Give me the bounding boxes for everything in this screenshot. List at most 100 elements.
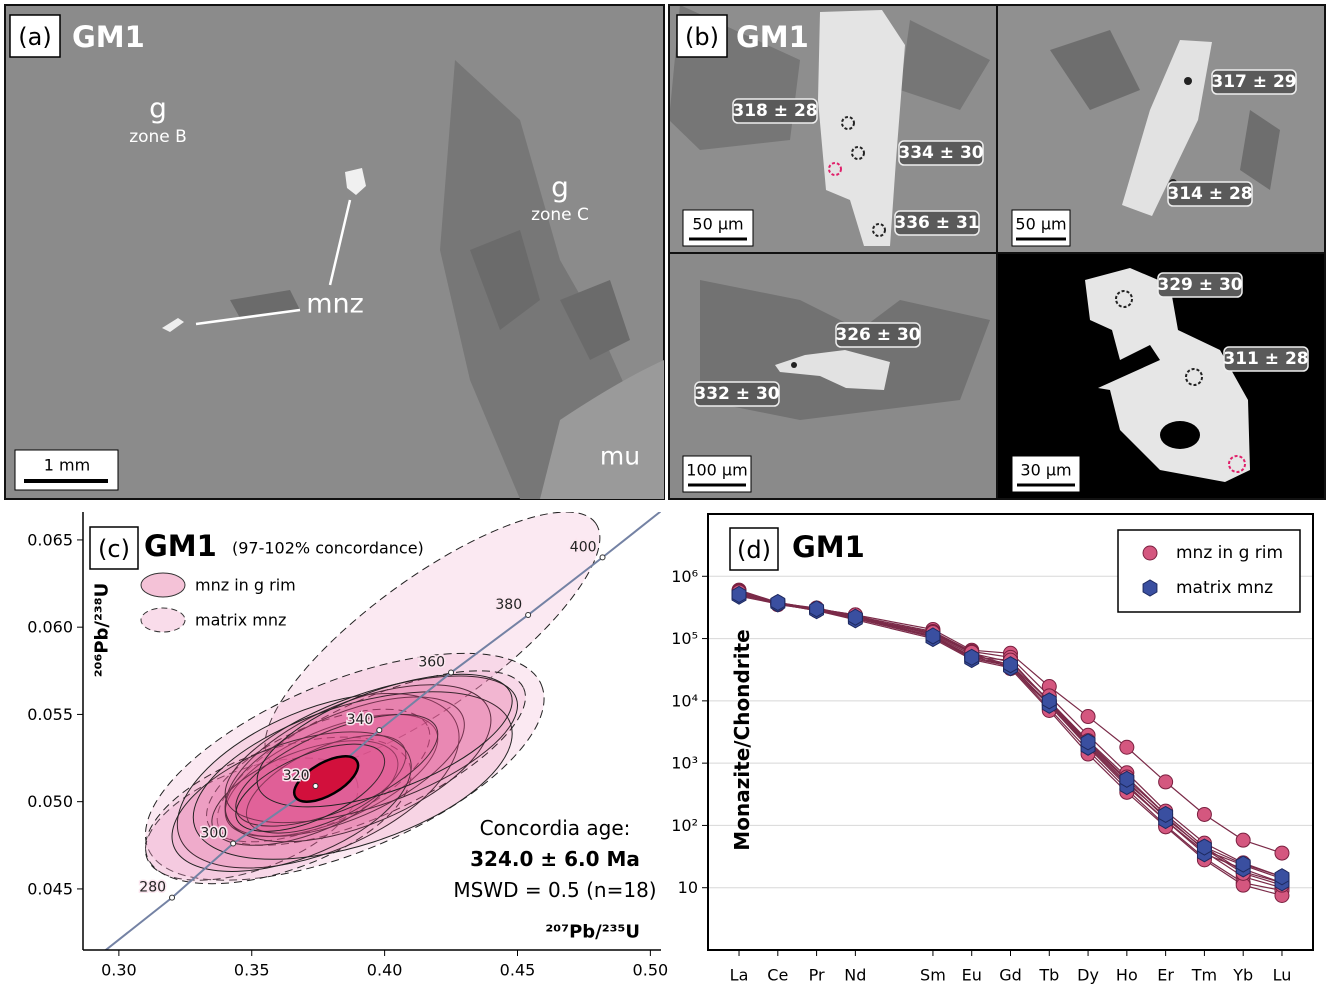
x-tick-label: La: [730, 966, 749, 985]
x-tick-label: 0.30: [101, 961, 137, 980]
legend-symbol: [1142, 545, 1158, 561]
age-marker: [525, 611, 532, 618]
panel-a: (a) GM1 g zone B g zone C mnz mu 1 mm: [4, 4, 665, 500]
annotation: MSWD = 0.5 (n=18): [453, 878, 656, 902]
x-tick-label: Tm: [1191, 966, 1217, 985]
age-tick-label: 380: [495, 597, 522, 613]
concordia-extension: [104, 896, 173, 950]
y-tick-label: 10⁴: [671, 691, 698, 710]
chart-title: GM1: [144, 529, 217, 563]
x-tick-label: Lu: [1273, 966, 1292, 985]
scale-bar: 50 µm: [682, 209, 754, 247]
age-text: 334 ± 30: [898, 143, 983, 163]
spot: [1228, 455, 1246, 473]
age-box: [835, 322, 921, 348]
annotation: zone B: [129, 127, 187, 147]
age-text: 314 ± 28: [1167, 184, 1252, 204]
age-marker: [312, 782, 319, 789]
age-marker: [169, 894, 176, 901]
darker-region: [440, 60, 664, 499]
age-tick-label: 320: [283, 768, 310, 784]
scale-label: 50 µm: [692, 215, 743, 234]
data-point: [1158, 805, 1174, 824]
panel-b: (b) GM1 318 ± 28 334 ± 30 336 ± 31 317 ±…: [668, 4, 1326, 500]
age-label: 334 ± 30: [898, 140, 984, 166]
x-tick-label: Sm: [920, 966, 946, 985]
spots: [828, 116, 1246, 473]
age-label: 336 ± 31: [894, 210, 980, 236]
x-tick-label: Nd: [844, 966, 866, 985]
x-tick-label: Yb: [1232, 966, 1253, 985]
y-tick-label: 0.060: [27, 618, 73, 637]
data-point: [1235, 855, 1251, 873]
age-text: 318 ± 28: [732, 101, 817, 121]
label-box: [89, 526, 139, 570]
age-text: 317 ± 29: [1211, 72, 1296, 92]
legend-label: mnz in g rim: [195, 576, 296, 595]
panel-label: (a): [18, 23, 51, 51]
data-point: [770, 593, 786, 612]
y-tick-label: 0.065: [27, 530, 73, 549]
age-box: [1167, 181, 1253, 207]
data-point: [925, 627, 941, 645]
grain: [162, 318, 184, 332]
age-marker: [599, 554, 606, 561]
annotation: zone C: [531, 205, 589, 225]
scale-bar: 100 µm: [682, 455, 752, 493]
age-text: 311 ± 28: [1223, 349, 1308, 369]
age-tick-label: 360: [418, 655, 445, 671]
panel-d: 10 10² 10³ 10⁴ 10⁵ 10⁶ La Ce Pr Nd Sm Eu Gd Tb Dy Ho Er T…: [671, 513, 1314, 985]
scale-label: 100 µm: [686, 461, 747, 480]
age-box: [894, 210, 980, 236]
data-point: [1158, 774, 1174, 790]
data-point: [1080, 709, 1096, 725]
muscovite: [540, 360, 664, 499]
x-tick-label: Ce: [767, 966, 788, 985]
data-point: [964, 648, 980, 666]
age-box: [694, 381, 780, 407]
age-text: 332 ± 30: [694, 384, 779, 404]
scale-bar: 30 µm: [1011, 455, 1081, 493]
sample-name: GM1: [72, 20, 145, 54]
scale-bar: 1 mm: [14, 449, 119, 491]
x-tick-label: Tb: [1038, 966, 1059, 985]
annotation: mu: [600, 442, 640, 471]
scale-bar: 50 µm: [1011, 209, 1071, 247]
y-tick-label: 10⁵: [671, 629, 698, 648]
age-box: [732, 98, 818, 124]
age-tick-label: 280: [139, 880, 166, 896]
hole: [1160, 421, 1200, 449]
data-point: [809, 600, 825, 618]
annotation: g: [551, 171, 569, 204]
data-point: [1119, 770, 1135, 788]
concordia-age-ellipse: [293, 755, 360, 803]
y-tick-label: 10: [678, 878, 698, 897]
chart-subtitle: (97-102% concordance): [232, 539, 424, 558]
legend-label: matrix mnz: [1176, 578, 1273, 598]
x-tick-label: Eu: [962, 966, 982, 985]
grain: [345, 168, 366, 195]
spot: [828, 162, 842, 176]
legend-symbol: [140, 572, 186, 598]
data-point: [1003, 656, 1018, 674]
data-point: [1274, 868, 1290, 886]
x-tick-label: 0.40: [367, 961, 403, 980]
age-tick-label: 400: [570, 539, 597, 555]
spot: [791, 362, 797, 368]
spot: [1185, 368, 1203, 386]
data-point: [1196, 806, 1212, 822]
plot-area: 280 300 320 340 360 380 400: [104, 512, 661, 950]
age-box: [1211, 69, 1297, 95]
pattern-line: [738, 593, 1283, 878]
annotation: g: [149, 92, 167, 125]
x-tick-label: Gd: [999, 966, 1022, 985]
panel-frame: [668, 4, 1326, 500]
label-box: [729, 527, 779, 571]
data-point: [1041, 692, 1057, 710]
age-text: 329 ± 30: [1157, 275, 1242, 295]
age-box: [898, 140, 984, 166]
scale-label: 1 mm: [44, 456, 90, 475]
y-tick-label: 0.045: [27, 879, 73, 898]
x-tick-label: Er: [1157, 966, 1174, 985]
darker-region: [1050, 30, 1280, 190]
